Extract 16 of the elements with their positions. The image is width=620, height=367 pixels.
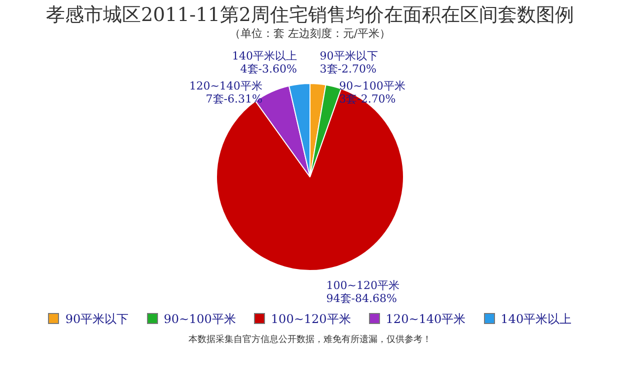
slice-label: 140平米以上 <box>232 50 297 63</box>
slice-label: 100~120平米 <box>326 278 400 292</box>
chart-subtitle: （单位：套 左边刻度：元/平米） <box>228 27 392 41</box>
text: 本数据采集自官方信息公开数据，难免有所遗漏，仅供参考！ <box>188 334 432 346</box>
data-label: 4套-3.60% <box>240 62 297 76</box>
legend-label: 120~140平米 <box>384 312 466 326</box>
slice-label: 90~100平米 <box>339 79 406 92</box>
slice-label: 120~140平米 <box>189 80 262 93</box>
chart-title: 孝感市城区2011-11第2周住宅销售均价在面积在区间套数图例 <box>44 3 576 27</box>
legend-label: 140平米以上 <box>500 312 572 326</box>
slice-label: 90平米以下 <box>320 49 378 62</box>
legend-label: 90~100平米 <box>162 312 236 326</box>
data-label: 94套-84.68% <box>326 292 397 305</box>
legend-label: 100~120平米 <box>270 312 351 326</box>
data-label: 3套-2.70% <box>320 62 376 76</box>
legend-label: 90平米以下 <box>64 312 129 326</box>
